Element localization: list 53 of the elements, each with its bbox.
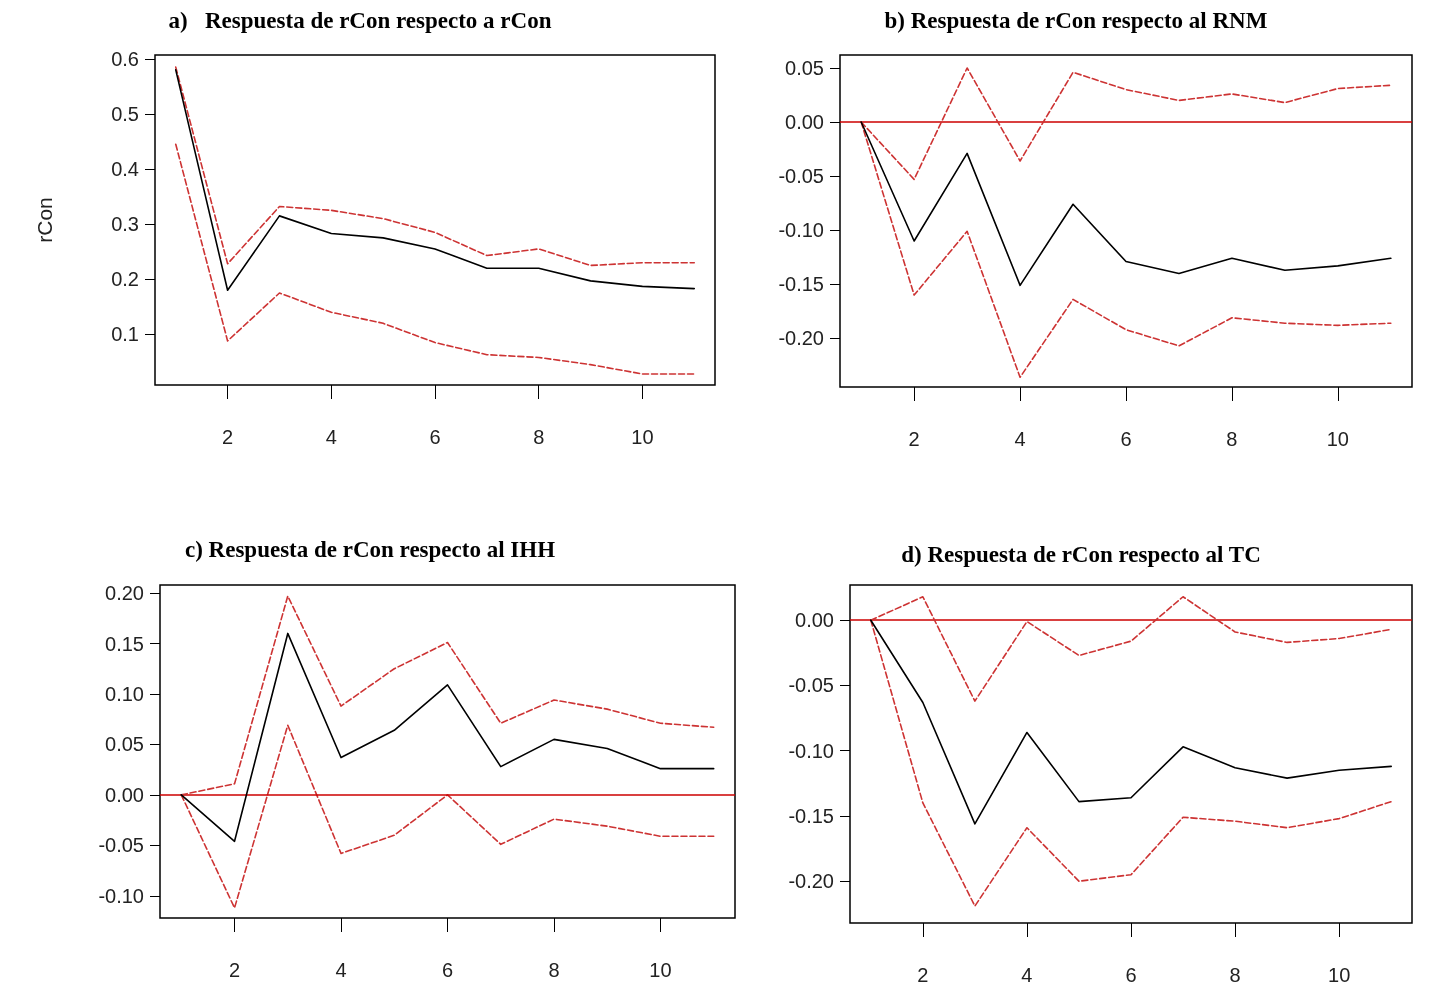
y-tick-label: 0.00 xyxy=(795,609,834,632)
y-tick-label: 0.10 xyxy=(105,682,144,705)
y-tick-label: 0.20 xyxy=(105,582,144,605)
x-tick-label: 10 xyxy=(1328,964,1351,986)
x-tick-label: 6 xyxy=(1120,428,1132,450)
chart-title: c) Respuesta de rCon respecto al IHH xyxy=(184,537,556,562)
x-tick-label: 4 xyxy=(1014,428,1026,450)
x-tick-label: 6 xyxy=(441,959,454,981)
y-tick-label: 0.3 xyxy=(111,213,139,236)
x-tick-label: 10 xyxy=(631,426,654,448)
x-tick-label: 10 xyxy=(649,959,672,981)
y-tick-label: -0.05 xyxy=(98,834,144,857)
y-axis-title: rCon xyxy=(33,197,56,243)
y-tick-label: 0.15 xyxy=(105,632,144,655)
y-tick-label: 0.1 xyxy=(111,323,139,346)
chart-title: a) Respuesta de rCon respecto a rCon xyxy=(168,8,552,33)
y-tick-label: -0.15 xyxy=(788,804,834,827)
y-tick-label: -0.20 xyxy=(778,327,824,350)
x-tick-label: 4 xyxy=(325,426,337,448)
x-tick-label: 8 xyxy=(548,959,560,981)
y-tick-label: 0.6 xyxy=(111,47,139,70)
x-tick-label: 6 xyxy=(429,426,441,448)
chart-title: b) Respuesta de rCon respecto al RNM xyxy=(884,8,1268,33)
y-tick-label: -0.10 xyxy=(778,219,824,242)
y-tick-label: -0.10 xyxy=(98,884,144,907)
y-tick-label: 0.05 xyxy=(105,733,144,756)
line-series xyxy=(174,143,696,375)
chart-title: d) Respuesta de rCon respecto al TC xyxy=(901,542,1261,567)
x-tick-label: 2 xyxy=(222,426,234,448)
y-tick-label: -0.10 xyxy=(788,739,834,762)
x-tick-label: 8 xyxy=(533,426,545,448)
line-series xyxy=(180,632,715,843)
x-tick-label: 4 xyxy=(335,959,347,981)
x-tick-label: 6 xyxy=(1125,964,1137,986)
x-tick-label: 2 xyxy=(917,964,929,986)
x-tick-label: 10 xyxy=(1326,428,1349,450)
y-tick-label: 0.2 xyxy=(111,268,139,291)
x-tick-label: 2 xyxy=(228,959,241,981)
y-tick-label: -0.15 xyxy=(778,273,824,296)
line-series xyxy=(860,121,1392,287)
y-tick-label: 0.00 xyxy=(105,783,144,806)
y-tick-label: -0.20 xyxy=(788,870,834,893)
y-tick-label: -0.05 xyxy=(778,165,824,188)
y-tick-label: 0.4 xyxy=(111,158,139,181)
y-tick-label: 0.00 xyxy=(785,111,824,134)
x-tick-label: 4 xyxy=(1021,964,1033,986)
y-tick-label: 0.5 xyxy=(111,102,139,125)
x-tick-label: 8 xyxy=(1229,964,1241,986)
x-tick-label: 8 xyxy=(1226,428,1238,450)
line-series xyxy=(870,619,1392,825)
y-tick-label: -0.05 xyxy=(788,674,834,697)
y-tick-label: 0.05 xyxy=(785,56,824,79)
x-tick-label: 2 xyxy=(908,428,920,450)
